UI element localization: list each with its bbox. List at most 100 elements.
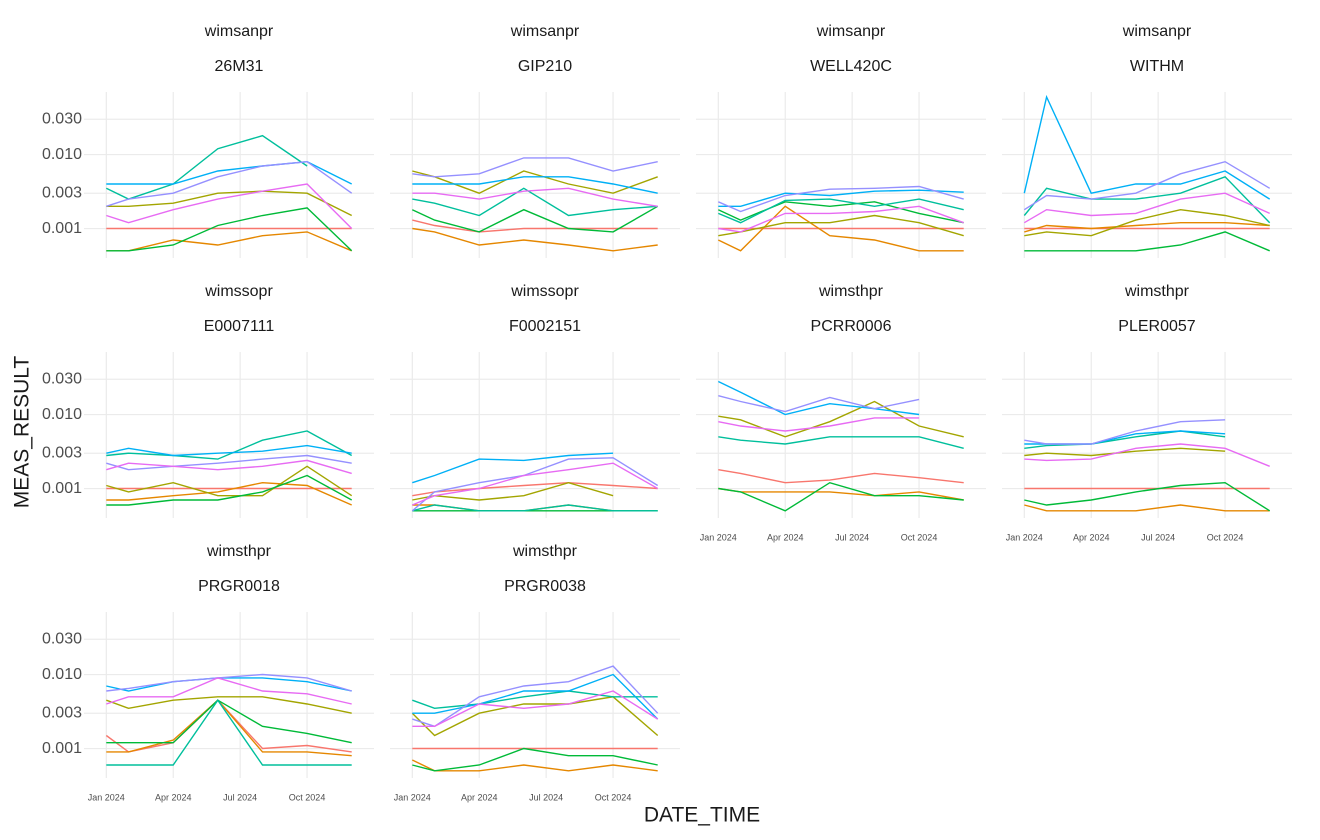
data-line bbox=[412, 462, 659, 506]
data-line bbox=[106, 481, 352, 506]
y-tick-label: 0.030 bbox=[42, 110, 82, 127]
data-line bbox=[412, 176, 658, 194]
data-line bbox=[1023, 192, 1270, 224]
data-line bbox=[106, 459, 352, 475]
data-line bbox=[412, 690, 659, 727]
data-line bbox=[1024, 222, 1270, 233]
strip-label: wimsanpr bbox=[510, 23, 580, 40]
strip-label: wimsthpr bbox=[512, 543, 578, 560]
strip-label: wimsthpr bbox=[1124, 283, 1190, 300]
data-line bbox=[412, 157, 658, 178]
y-tick-label: 0.001 bbox=[42, 220, 82, 237]
data-line bbox=[412, 504, 658, 512]
data-line bbox=[412, 690, 658, 710]
strip-label: wimsthpr bbox=[818, 283, 884, 300]
data-line bbox=[1024, 481, 1271, 512]
data-line bbox=[718, 201, 964, 224]
data-line bbox=[718, 481, 964, 512]
data-line bbox=[1024, 208, 1270, 237]
x-tick-label: Apr 2024 bbox=[767, 532, 804, 542]
strip-label: PRGR0038 bbox=[504, 578, 586, 595]
data-line bbox=[106, 183, 353, 229]
strip-label: wimsanpr bbox=[204, 23, 274, 40]
x-tick-label: Apr 2024 bbox=[461, 792, 498, 802]
x-tick-label: Jan 2024 bbox=[1006, 532, 1043, 542]
data-line bbox=[105, 699, 352, 753]
data-line bbox=[106, 699, 352, 757]
strip-label: wimsthpr bbox=[206, 543, 272, 560]
data-line bbox=[1023, 160, 1271, 211]
data-line bbox=[106, 444, 352, 457]
strip-label: GIP210 bbox=[518, 58, 572, 75]
y-tick-label: 0.003 bbox=[42, 704, 82, 721]
data-line bbox=[106, 677, 352, 705]
data-line bbox=[106, 160, 353, 207]
data-line bbox=[1024, 504, 1270, 512]
y-axis-title: MEAS_RESULT bbox=[11, 356, 34, 509]
strip-label: E0007111 bbox=[204, 318, 275, 335]
data-line bbox=[717, 205, 964, 252]
data-line bbox=[718, 400, 964, 438]
data-line bbox=[105, 134, 308, 200]
data-line bbox=[106, 454, 352, 471]
data-line bbox=[412, 187, 658, 217]
data-line bbox=[718, 395, 920, 413]
data-line bbox=[106, 465, 353, 497]
data-line bbox=[412, 481, 614, 501]
strip-label: PCRR0006 bbox=[811, 318, 892, 335]
data-line bbox=[1024, 447, 1226, 457]
x-tick-label: Jul 2024 bbox=[529, 792, 563, 802]
strip-label: WITHM bbox=[1130, 58, 1184, 75]
strip-label: PRGR0018 bbox=[198, 578, 280, 595]
strip-label: wimsanpr bbox=[1122, 23, 1192, 40]
data-line bbox=[1024, 419, 1226, 445]
data-line bbox=[412, 205, 659, 233]
strip-label: wimssopr bbox=[204, 283, 273, 300]
x-tick-label: Jan 2024 bbox=[700, 532, 737, 542]
data-line bbox=[718, 417, 920, 432]
y-tick-label: 0.003 bbox=[42, 444, 82, 461]
data-line bbox=[106, 207, 353, 252]
y-tick-label: 0.003 bbox=[42, 184, 82, 201]
strip-label: wimsanpr bbox=[816, 23, 886, 40]
x-tick-label: Apr 2024 bbox=[1073, 532, 1110, 542]
data-line bbox=[106, 430, 353, 460]
y-tick-label: 0.010 bbox=[42, 666, 82, 683]
data-line bbox=[106, 231, 352, 252]
data-line bbox=[412, 187, 658, 207]
y-tick-label: 0.001 bbox=[42, 740, 82, 757]
y-tick-label: 0.001 bbox=[42, 480, 82, 497]
data-line bbox=[718, 198, 964, 224]
y-tick-label: 0.030 bbox=[42, 370, 82, 387]
x-tick-label: Jul 2024 bbox=[223, 792, 257, 802]
x-tick-label: Oct 2024 bbox=[289, 792, 326, 802]
data-line bbox=[412, 673, 659, 720]
y-tick-label: 0.010 bbox=[42, 146, 82, 163]
data-line bbox=[718, 469, 964, 484]
strip-label: F0002151 bbox=[509, 318, 581, 335]
data-line bbox=[412, 747, 658, 772]
strip-label: wimssopr bbox=[510, 283, 579, 300]
x-tick-label: Jul 2024 bbox=[835, 532, 869, 542]
data-line bbox=[718, 185, 964, 213]
strip-label: PLER0057 bbox=[1118, 318, 1195, 335]
data-line bbox=[412, 452, 614, 484]
x-tick-label: Oct 2024 bbox=[595, 792, 632, 802]
data-line bbox=[412, 219, 658, 233]
data-line bbox=[106, 698, 352, 766]
x-tick-label: Jan 2024 bbox=[394, 792, 431, 802]
data-line bbox=[1023, 175, 1271, 224]
data-line bbox=[106, 474, 353, 506]
data-line bbox=[718, 436, 964, 449]
data-line bbox=[1024, 231, 1270, 252]
x-tick-label: Oct 2024 bbox=[1207, 532, 1244, 542]
y-tick-label: 0.010 bbox=[42, 406, 82, 423]
data-line bbox=[1024, 443, 1270, 467]
data-line bbox=[718, 205, 964, 233]
strip-label: WELL420C bbox=[810, 58, 892, 75]
x-tick-label: Oct 2024 bbox=[901, 532, 938, 542]
data-line bbox=[412, 227, 658, 252]
data-line bbox=[1023, 94, 1271, 200]
data-line bbox=[106, 160, 353, 185]
